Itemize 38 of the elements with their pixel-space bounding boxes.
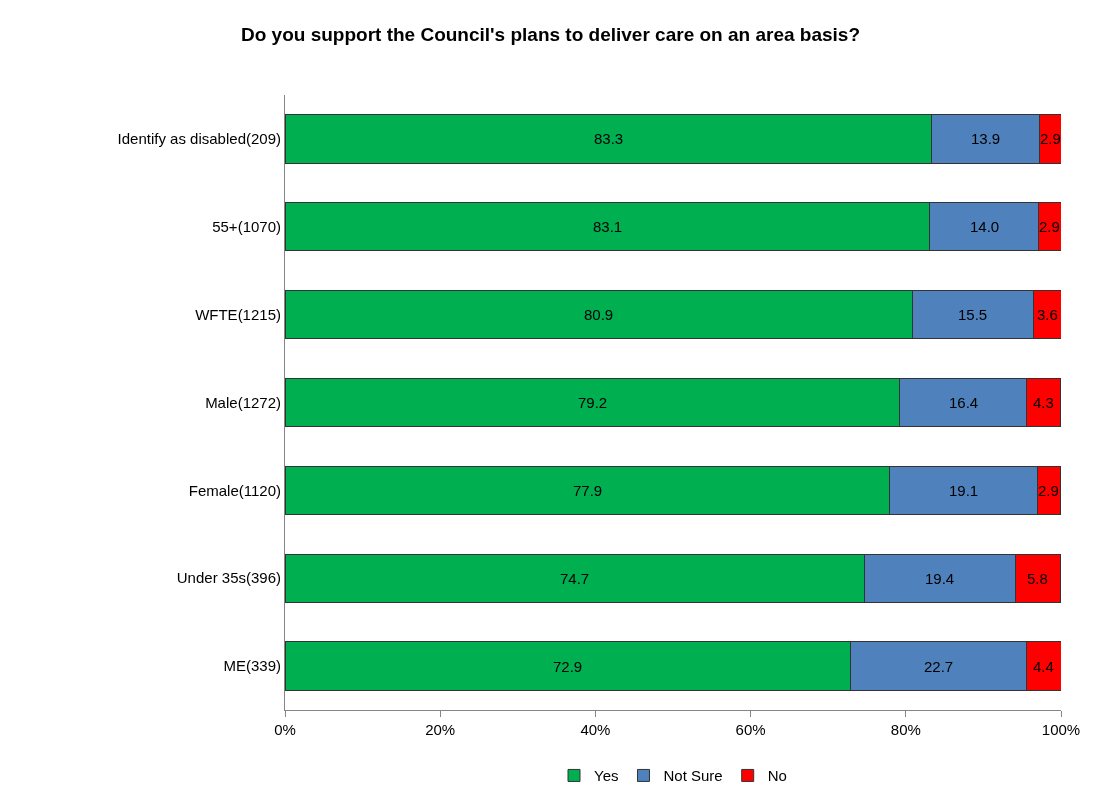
y-tick-label: Male(1272) <box>205 393 281 411</box>
data-label: 2.9 <box>1040 130 1061 147</box>
legend-label: Yes <box>594 767 619 785</box>
y-tick-label: Female(1120) <box>188 481 281 499</box>
data-label: 2.9 <box>1038 482 1059 499</box>
data-label: 2.9 <box>1039 218 1060 235</box>
x-tick-label: 0% <box>274 721 296 738</box>
x-tick-label: 40% <box>580 721 611 738</box>
y-tick-label: 55+(1070) <box>212 218 281 236</box>
data-label: 79.2 <box>578 394 608 411</box>
x-tick-label: 60% <box>735 721 766 738</box>
data-label: 16.4 <box>949 394 979 411</box>
y-tick-label: ME(339) <box>223 657 281 675</box>
data-label: 15.5 <box>958 306 988 323</box>
data-label: 19.4 <box>925 570 955 587</box>
data-label: 4.4 <box>1033 658 1054 675</box>
data-label: 3.6 <box>1037 306 1058 323</box>
x-tick-label: 100% <box>1041 721 1081 738</box>
y-tick-label: Under 35s(396) <box>176 569 281 587</box>
data-label: 14.0 <box>970 218 1000 235</box>
data-label: 5.8 <box>1027 570 1048 587</box>
data-label: 22.7 <box>924 658 954 675</box>
data-label: 19.1 <box>949 482 979 499</box>
data-label: 13.9 <box>971 130 1001 147</box>
x-tick-label: 80% <box>890 721 921 738</box>
y-tick-label: WFTE(1215) <box>195 305 281 323</box>
legend-label: No <box>767 767 787 785</box>
chart-title: Do you support the Council's plans to deliver care on an area basis? <box>241 24 860 46</box>
data-label: 80.9 <box>584 306 614 323</box>
data-label: 83.1 <box>593 218 623 235</box>
data-label: 83.3 <box>594 130 624 147</box>
x-tick-label: 20% <box>425 721 456 738</box>
y-tick-label: Identify as disabled(209) <box>117 130 281 148</box>
legend-label: Not Sure <box>663 767 723 785</box>
data-label: 72.9 <box>553 658 583 675</box>
data-label: 74.7 <box>560 570 590 587</box>
data-label: 77.9 <box>573 482 603 499</box>
data-label: 4.3 <box>1033 394 1054 411</box>
